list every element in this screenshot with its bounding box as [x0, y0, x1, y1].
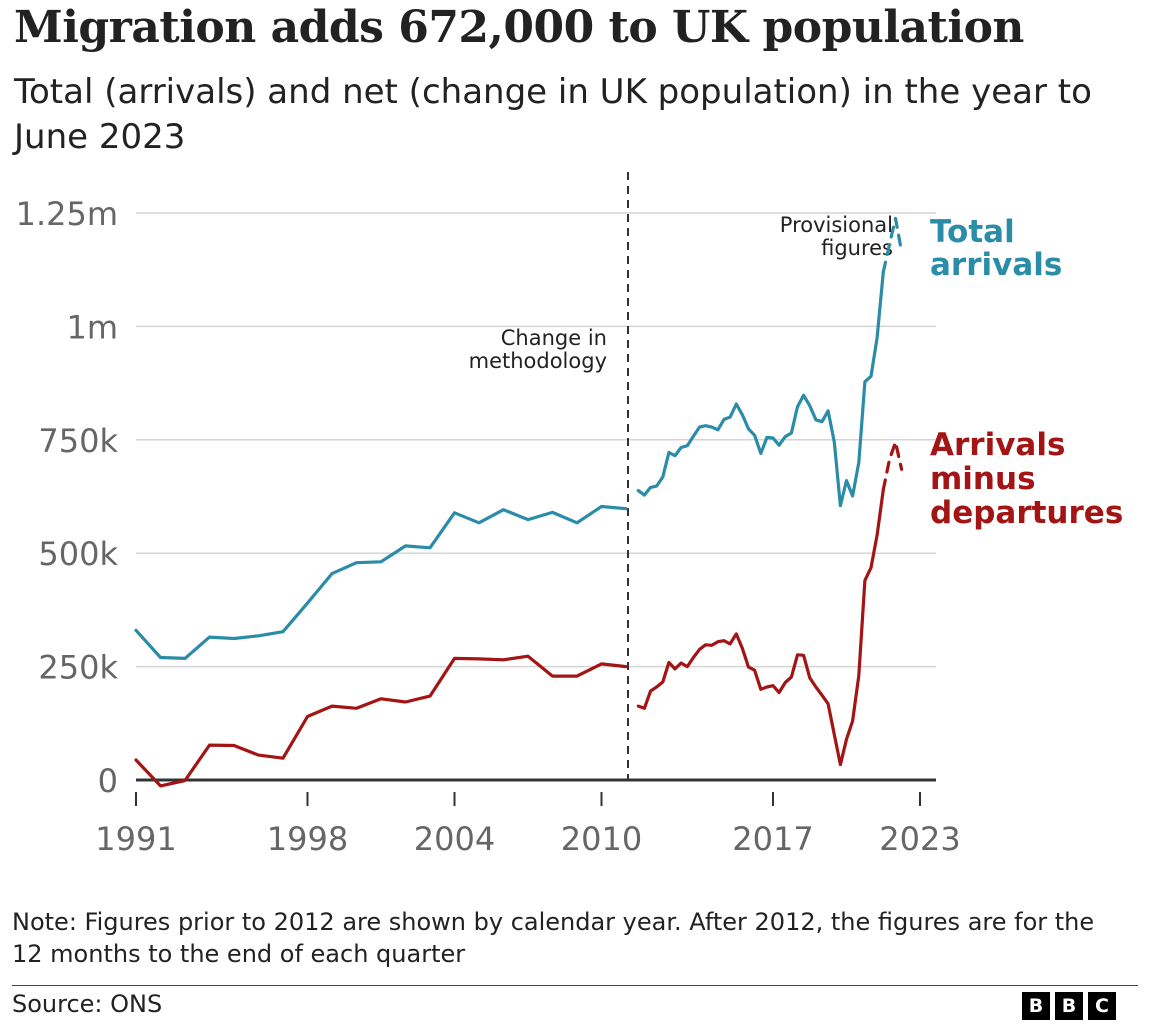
- x-tick-label: 2023: [879, 820, 960, 858]
- methodology-label: methodology: [469, 349, 607, 373]
- y-tick-label: 0: [98, 762, 118, 800]
- grid-lines: [136, 212, 936, 668]
- x-tick-label: 2017: [732, 820, 813, 858]
- y-axis-tick-labels: 0 250k 500k 750k 1m 1.25m: [16, 195, 119, 800]
- series-lines: [134, 216, 904, 788]
- series-label: minus: [930, 461, 1036, 497]
- series-line: [134, 504, 628, 660]
- series-label: Arrivals: [930, 427, 1065, 463]
- x-axis-tick-labels: 1991 1998 2004 2010 2017 2023: [95, 820, 960, 858]
- series-line: [636, 270, 885, 508]
- series-label: Total: [930, 214, 1015, 250]
- series-label: departures: [930, 495, 1123, 531]
- x-axis: [135, 778, 936, 806]
- methodology-label: Change in: [501, 326, 607, 350]
- series-line-provisional: [881, 440, 904, 492]
- series-line: [636, 488, 885, 767]
- chart-subtitle: Total (arrivals) and net (change in UK p…: [14, 72, 1092, 157]
- footer-divider: [12, 985, 1138, 986]
- provisional-label: Provisional: [780, 213, 893, 237]
- y-tick-label: 750k: [38, 422, 118, 460]
- y-tick-label: 250k: [38, 649, 118, 687]
- y-tick-label: 1.25m: [16, 195, 118, 233]
- bbc-logo: B B C: [1022, 992, 1116, 1020]
- provisional-label: figures: [821, 236, 893, 260]
- x-tick-label: 2010: [561, 820, 642, 858]
- series-label: arrivals: [930, 247, 1062, 283]
- series-line-provisional: [881, 216, 904, 274]
- bbc-logo-letter-3: C: [1088, 992, 1116, 1020]
- y-tick-label: 1m: [66, 308, 118, 346]
- x-tick-label: 1998: [267, 820, 348, 858]
- source-label: Source: ONS: [12, 990, 163, 1018]
- bbc-logo-letter-2: B: [1055, 992, 1083, 1020]
- x-tick-label: 2004: [414, 820, 495, 858]
- x-tick-label: 1991: [95, 820, 176, 858]
- chart-title: Migration adds 672,000 to UK population: [14, 2, 1024, 53]
- chart-note: Note: Figures prior to 2012 are shown by…: [12, 908, 1095, 968]
- migration-line-chart: 0 250k 500k 750k 1m 1.25m 1991 1998 2004 2010 201…: [16, 172, 1123, 858]
- bbc-logo-letter-1: B: [1022, 992, 1050, 1020]
- y-tick-label: 500k: [38, 535, 118, 573]
- series-line: [134, 654, 628, 788]
